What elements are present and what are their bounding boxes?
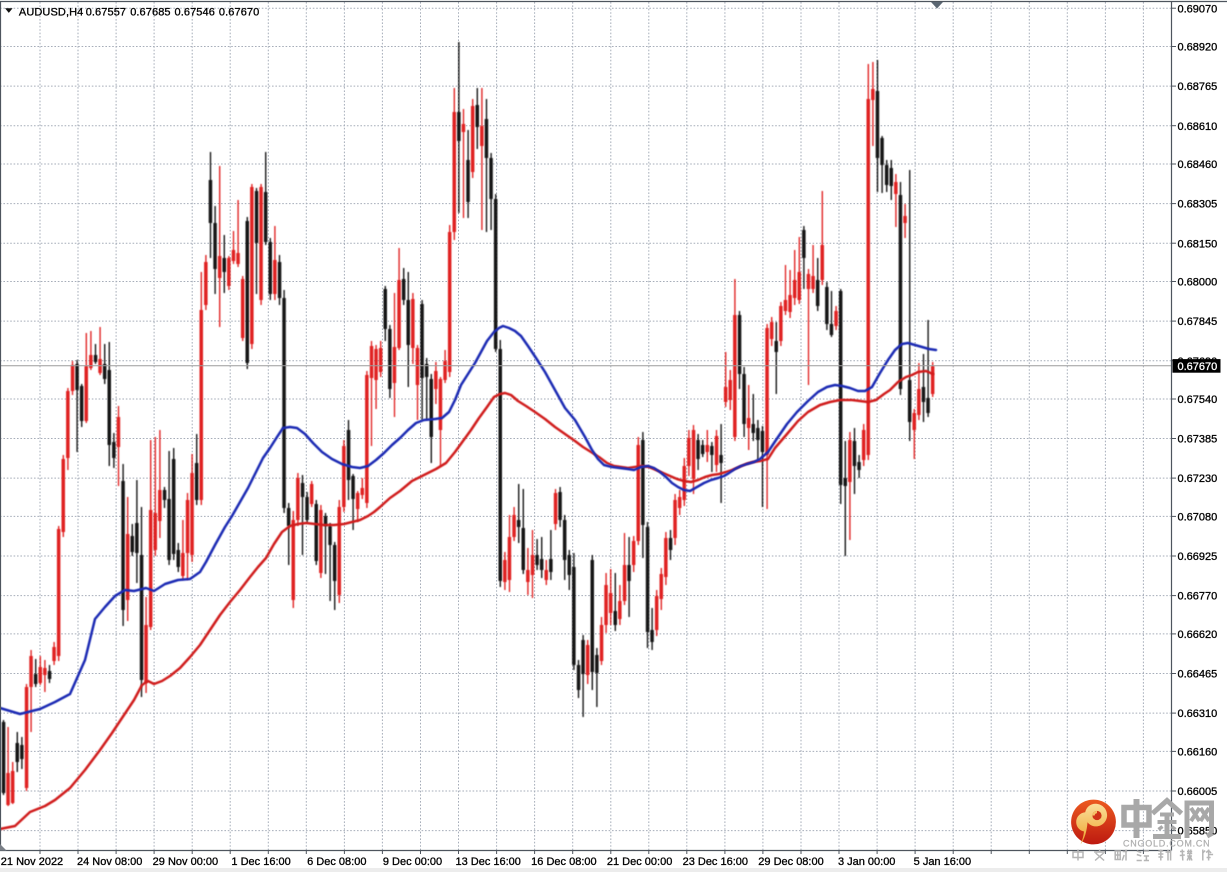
svg-text:21 Dec 00:00: 21 Dec 00:00 (607, 856, 672, 868)
svg-text:0.67845: 0.67845 (1178, 316, 1218, 328)
svg-text:0.66160: 0.66160 (1178, 747, 1218, 759)
svg-text:0.68610: 0.68610 (1178, 121, 1218, 133)
svg-text:0.67385: 0.67385 (1178, 434, 1218, 446)
svg-text:0.66465: 0.66465 (1178, 669, 1218, 681)
svg-text:5 Jan 16:00: 5 Jan 16:00 (914, 856, 972, 868)
svg-text:0.66005: 0.66005 (1178, 786, 1218, 798)
svg-text:0.66310: 0.66310 (1178, 708, 1218, 720)
svg-text:0.66620: 0.66620 (1178, 629, 1218, 641)
svg-text:24 Nov 08:00: 24 Nov 08:00 (77, 856, 142, 868)
svg-text:0.67685: 0.67685 (130, 6, 170, 18)
svg-text:0.68920: 0.68920 (1178, 42, 1218, 54)
svg-text:21 Nov 2022: 21 Nov 2022 (1, 856, 63, 868)
svg-text:29 Dec 08:00: 29 Dec 08:00 (758, 856, 823, 868)
svg-text:0.68150: 0.68150 (1178, 238, 1218, 250)
svg-text:23 Dec 16:00: 23 Dec 16:00 (683, 856, 748, 868)
svg-text:3 Jan 00:00: 3 Jan 00:00 (838, 856, 896, 868)
svg-text:AUDUSD,H4: AUDUSD,H4 (19, 6, 83, 18)
svg-text:9 Dec 00:00: 9 Dec 00:00 (383, 856, 442, 868)
svg-text:0.68305: 0.68305 (1178, 199, 1218, 211)
svg-text:16 Dec 08:00: 16 Dec 08:00 (531, 856, 596, 868)
svg-text:0.68000: 0.68000 (1178, 277, 1218, 289)
svg-text:0.66770: 0.66770 (1178, 591, 1218, 603)
svg-text:0.67546: 0.67546 (175, 6, 215, 18)
svg-text:1 Dec 16:00: 1 Dec 16:00 (231, 856, 290, 868)
svg-text:0.67670: 0.67670 (1178, 361, 1218, 373)
svg-text:0.67540: 0.67540 (1178, 394, 1218, 406)
svg-text:CNGOLD.COM.CN: CNGOLD.COM.CN (1123, 839, 1210, 849)
svg-text:29 Nov 00:00: 29 Nov 00:00 (153, 856, 218, 868)
svg-text:13 Dec 16:00: 13 Dec 16:00 (455, 856, 520, 868)
svg-text:0.68765: 0.68765 (1178, 81, 1218, 93)
svg-text:0.67557: 0.67557 (86, 6, 126, 18)
svg-text:0.66925: 0.66925 (1178, 551, 1218, 563)
svg-text:0.69070: 0.69070 (1178, 3, 1218, 15)
svg-text:6 Dec 08:00: 6 Dec 08:00 (307, 856, 366, 868)
svg-text:0.68460: 0.68460 (1178, 159, 1218, 171)
svg-text:0.67080: 0.67080 (1178, 512, 1218, 524)
svg-text:0.67230: 0.67230 (1178, 473, 1218, 485)
svg-text:0.67670: 0.67670 (219, 6, 259, 18)
